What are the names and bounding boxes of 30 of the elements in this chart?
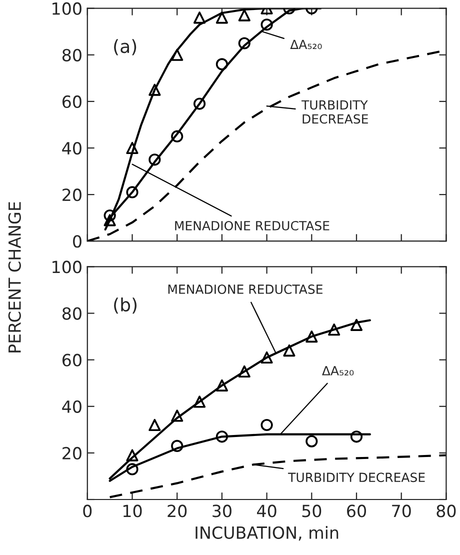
x-tick-label: 10 <box>123 504 142 518</box>
x-axis-title: INCUBATION, min <box>196 526 338 541</box>
y-tick-label: 100 <box>52 260 82 274</box>
y-tick-label: 40 <box>62 400 82 413</box>
y-tick-label: 60 <box>62 354 82 366</box>
y-tick-label: 20 <box>62 446 82 460</box>
y-tick-label: 20 <box>62 188 82 202</box>
annotation: (a) <box>114 39 136 56</box>
x-tick-label: 20 <box>168 504 187 518</box>
y-tick-label: 80 <box>62 307 82 320</box>
annotation: ΔA₅₂₀ <box>322 366 354 376</box>
x-tick-label: 80 <box>436 504 456 518</box>
x-tick-label: 60 <box>347 504 366 518</box>
annotation: TURBIDITY DECREASE <box>301 100 368 124</box>
annotation: MENADIONE REDUCTASE <box>168 284 322 294</box>
annotation: ΔA₅₂₀ <box>290 40 322 50</box>
annotation: TURBIDITY DECREASE <box>288 472 425 482</box>
y-tick-label: 0 <box>73 235 82 248</box>
y-tick-label: 60 <box>62 95 82 108</box>
x-tick-label: 30 <box>212 504 232 518</box>
y-tick-label: 80 <box>62 48 82 62</box>
annotation: (b) <box>114 298 137 314</box>
x-tick-label: 50 <box>302 504 322 518</box>
x-tick-label: 40 <box>257 504 276 518</box>
x-tick-label: 70 <box>392 504 411 518</box>
y-tick-label: 40 <box>62 142 82 155</box>
x-tick-label: 0 <box>83 504 92 518</box>
y-axis-title: PERCENT CHANGE <box>8 202 21 352</box>
y-tick-label: 100 <box>52 2 82 15</box>
annotation: MENADIONE REDUCTASE <box>175 220 330 230</box>
